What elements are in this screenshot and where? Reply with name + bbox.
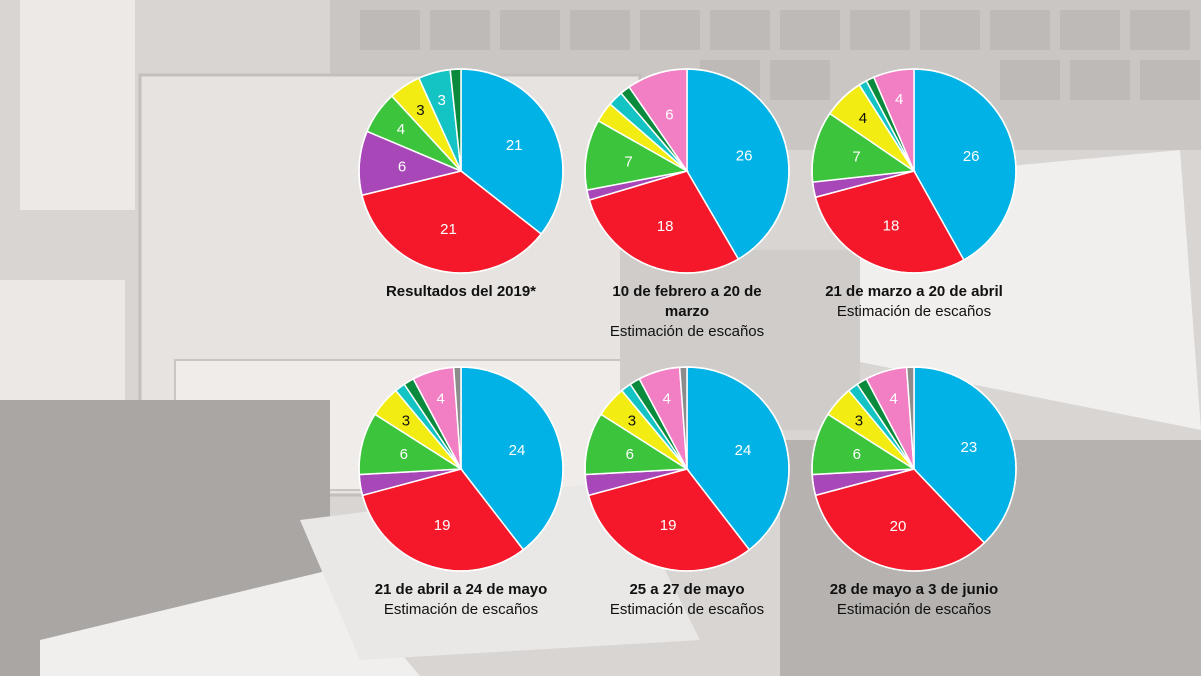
pie-slice-label: 19 [434,517,451,534]
pie-slice-label: 4 [397,121,405,138]
pie-outline [811,68,1017,274]
pie-caption: 10 de febrero a 20 de marzo Estimación d… [597,282,777,342]
pie-slice-label: 3 [855,413,863,430]
pie-slice-label: 3 [402,413,410,430]
pie-chart-2: 26 18 7 6 10 de febrero a 20 de marzo Estim… [572,68,802,342]
pie-title: 28 de mayo a 3 de junio [829,581,999,598]
pie-subtitle: Estimación de escaños [836,601,992,618]
pie-subtitle: Estimación de escaños [836,303,992,320]
pie-subtitle: Estimación de escaños [609,601,765,618]
pie-slice-label: 6 [626,446,634,463]
pie-svg: 26 18 7 6 [584,68,790,274]
pie-subtitle: Estimación de escaños [609,323,765,340]
pie-svg: 24 19 6 3 4 [584,366,790,572]
pie-title: 10 de febrero a 20 de marzo [612,283,762,320]
pie-slice-label: 26 [736,148,753,165]
pie-caption: 28 de mayo a 3 de junio Estimación de es… [799,580,1029,620]
pie-slice-label: 3 [438,92,446,109]
pie-slice-label: 24 [509,442,526,459]
pie-title: 21 de abril a 24 de mayo [374,581,548,598]
pie-slice-label: 4 [437,390,445,407]
pie-caption: 21 de marzo a 20 de abril Estimación de … [799,282,1029,322]
pie-slice-label: 6 [398,158,406,175]
pie-slice-label: 3 [416,102,424,119]
pie-outline [584,68,790,274]
pie-slice-label: 18 [883,218,900,235]
pie-slice-label: 7 [852,149,860,166]
pie-subtitle: Estimación de escaños [383,601,539,618]
pie-svg: 24 19 6 3 4 [358,366,564,572]
pie-slice-label: 4 [890,390,898,407]
pie-slice-label: 23 [961,439,978,456]
pie-outline [358,366,564,572]
pie-slice-label: 21 [440,221,457,238]
pie-chart-3: 26 18 7 4 4 21 de marzo a 20 de abril Estima… [799,68,1029,322]
pie-chart-5: 24 19 6 3 4 25 a 27 de mayo Estimación de es… [572,366,802,620]
pie-outline [811,366,1017,572]
pie-slice-label: 4 [895,91,903,108]
pie-title: Resultados del 2019* [385,283,537,300]
pie-slice-label: 21 [506,137,523,154]
pie-svg: 23 20 6 3 4 [811,366,1017,572]
pie-slice-label: 3 [628,413,636,430]
pie-slice-label: 7 [624,153,632,170]
pie-caption: 25 a 27 de mayo Estimación de escaños [572,580,802,620]
pie-slice-label: 19 [660,517,677,534]
pie-chart-6: 23 20 6 3 4 28 de mayo a 3 de junio Estimaci… [799,366,1029,620]
pie-slice-label: 4 [663,390,671,407]
pie-outline [584,366,790,572]
pie-slice-label: 6 [400,446,408,463]
pie-svg: 26 18 7 4 4 [811,68,1017,274]
pie-caption: 21 de abril a 24 de mayo Estimación de e… [346,580,576,620]
pie-chart-4: 24 19 6 3 4 21 de abril a 24 de mayo Estimac… [346,366,576,620]
pie-slice-label: 26 [963,148,980,165]
pie-title: 21 de marzo a 20 de abril [825,283,1003,300]
pie-caption: Resultados del 2019* [346,282,576,302]
pie-slice-label: 6 [853,446,861,463]
pie-outline [358,68,564,274]
pie-title: 25 a 27 de mayo [629,581,745,598]
pie-slice-label: 6 [665,107,673,124]
pie-chart-1: 21 21 6 4 3 3 Resultados del 2019* [346,68,576,302]
pie-slice-label: 20 [890,518,907,535]
pie-slice-label: 24 [735,442,752,459]
pie-slice-label: 4 [859,110,867,127]
pie-slice-label: 18 [657,218,674,235]
